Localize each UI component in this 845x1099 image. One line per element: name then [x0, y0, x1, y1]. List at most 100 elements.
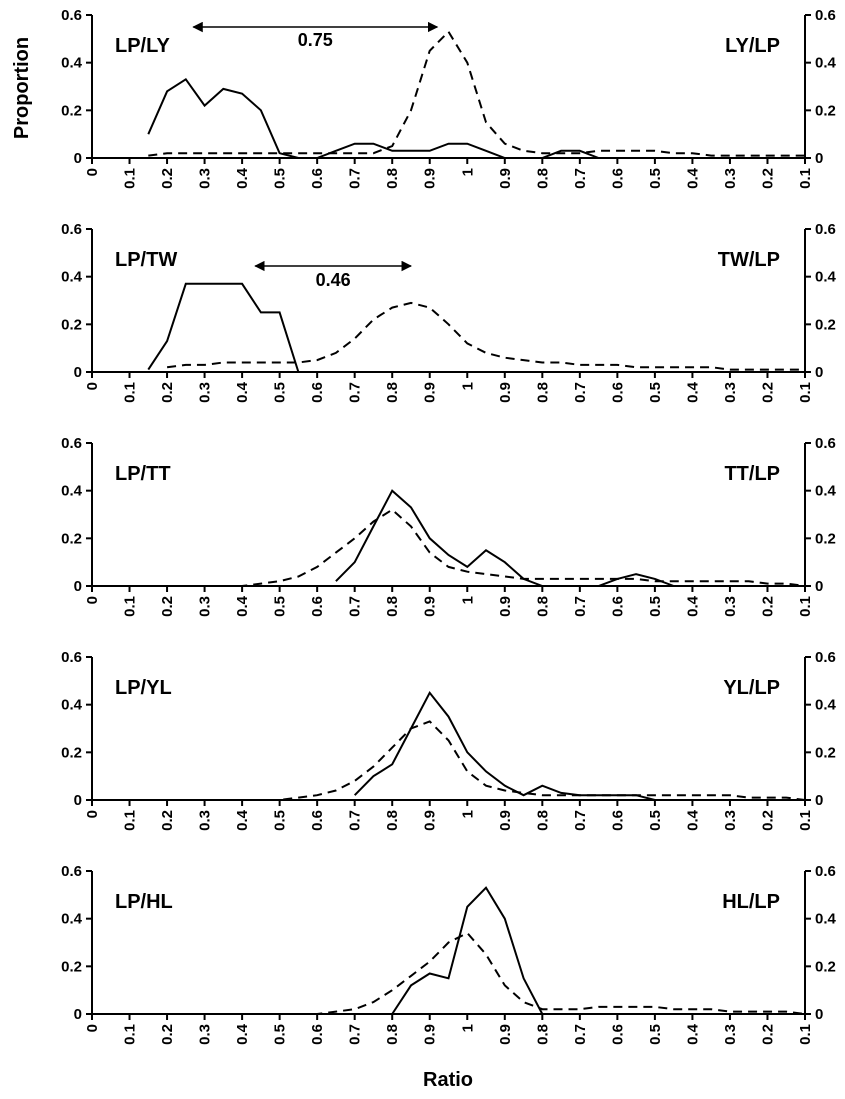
y2-tick-label: 0.4 [815, 55, 837, 72]
y2-tick-label: 0.4 [815, 697, 837, 714]
y-tick-label: 0.6 [61, 7, 82, 24]
x-tick-label: 0.1 [122, 1024, 139, 1045]
x-tick-label: 0.6 [309, 810, 326, 831]
y-axis-title: Proportion [11, 37, 33, 139]
y-tick-label: 0 [74, 792, 82, 809]
x-tick-label: 0.1 [797, 168, 814, 189]
x-tick-label: 0.4 [684, 1023, 701, 1045]
x-tick-label: 0.9 [497, 1024, 514, 1045]
y2-tick-label: 0.4 [815, 269, 837, 286]
y2-tick-label: 0.2 [815, 744, 836, 761]
x-tick-label: 0.6 [609, 810, 626, 831]
x-tick-label: 0.2 [159, 1024, 176, 1045]
y2-tick-label: 0 [815, 364, 823, 381]
y-tick-label: 0.6 [61, 221, 82, 238]
y-tick-label: 0.4 [61, 269, 83, 286]
y2-tick-label: 0 [815, 792, 823, 809]
y-tick-label: 0 [74, 150, 82, 167]
y2-tick-label: 0 [815, 150, 823, 167]
panel-label-left: LP/TT [115, 463, 171, 485]
data-line [166, 301, 805, 371]
x-tick-label: 0.8 [534, 1024, 551, 1045]
x-tick-label: 0.1 [797, 810, 814, 831]
x-tick-label: 0.1 [122, 168, 139, 189]
y2-tick-label: 0 [815, 1006, 823, 1023]
y2-tick-label: 0.4 [815, 911, 837, 928]
y-tick-label: 0.6 [61, 435, 82, 452]
y2-tick-label: 0.4 [815, 483, 837, 500]
x-tick-label: 0.3 [722, 596, 739, 617]
x-tick-label: 0.6 [609, 596, 626, 617]
x-tick-label: 0.8 [384, 810, 401, 831]
x-tick-label: 0.1 [797, 1024, 814, 1045]
x-tick-label: 0.7 [572, 168, 589, 189]
x-tick-label: 0.7 [347, 596, 364, 617]
x-tick-label: 0.6 [309, 382, 326, 403]
x-tick-label: 0.2 [159, 596, 176, 617]
y-tick-label: 0.4 [61, 55, 83, 72]
x-tick-label: 0.8 [384, 1024, 401, 1045]
panel-label-right: LY/LP [725, 35, 780, 57]
y-tick-label: 0.4 [61, 697, 83, 714]
x-tick-label: 0.4 [684, 809, 701, 831]
x-tick-label: 0.1 [122, 382, 139, 403]
x-tick-label: 0.9 [497, 382, 514, 403]
x-tick-label: 0.2 [759, 382, 776, 403]
x-tick-label: 0.4 [234, 595, 251, 617]
x-tick-label: 0.8 [384, 382, 401, 403]
panel-label-right: TW/LP [718, 249, 780, 271]
data-line [148, 30, 805, 157]
x-tick-label: 0.4 [684, 167, 701, 189]
data-line [353, 690, 656, 801]
x-tick-label: 0.4 [684, 381, 701, 403]
x-tick-label: 1 [459, 1024, 476, 1032]
x-tick-label: 0.3 [197, 168, 214, 189]
x-tick-label: 0.5 [272, 382, 289, 403]
data-line [148, 508, 806, 587]
annotation: 0.46 [316, 270, 351, 290]
x-tick-label: 0.4 [684, 595, 701, 617]
x-tick-label: 0.8 [534, 810, 551, 831]
x-tick-label: 0.3 [722, 168, 739, 189]
x-tick-label: 0.6 [609, 1024, 626, 1045]
x-tick-label: 0.7 [572, 810, 589, 831]
x-tick-label: 0.1 [122, 810, 139, 831]
x-tick-label: 0.2 [759, 1024, 776, 1045]
x-tick-label: 1 [459, 810, 476, 818]
y2-tick-label: 0 [815, 578, 823, 595]
y-tick-label: 0.4 [61, 483, 83, 500]
x-axis-title: Ratio [423, 1069, 473, 1091]
y2-tick-label: 0.6 [815, 863, 836, 880]
x-tick-label: 0.6 [309, 168, 326, 189]
y2-tick-label: 0.2 [815, 958, 836, 975]
data-line [147, 77, 599, 159]
x-tick-label: 0 [84, 1024, 101, 1032]
x-tick-label: 0.7 [347, 382, 364, 403]
x-tick-label: 0 [84, 382, 101, 390]
y-tick-label: 0.4 [61, 911, 83, 928]
y-tick-label: 0.2 [61, 102, 82, 119]
x-tick-label: 0.6 [309, 1024, 326, 1045]
x-tick-label: 1 [459, 382, 476, 390]
y-tick-label: 0.2 [61, 958, 82, 975]
y2-tick-label: 0.6 [815, 435, 836, 452]
x-tick-label: 0.5 [272, 1024, 289, 1045]
x-tick-label: 0.9 [497, 168, 514, 189]
x-tick-label: 0.5 [647, 596, 664, 617]
y-tick-label: 0 [74, 578, 82, 595]
x-tick-label: 0.5 [647, 168, 664, 189]
x-tick-label: 0.1 [797, 382, 814, 403]
panel-label-right: HL/LP [722, 891, 780, 913]
x-tick-label: 0.7 [572, 596, 589, 617]
x-tick-label: 0.7 [347, 1024, 364, 1045]
y-tick-label: 0.6 [61, 863, 82, 880]
x-tick-label: 0.3 [197, 810, 214, 831]
y-tick-label: 0.2 [61, 316, 82, 333]
x-tick-label: 0.4 [234, 381, 251, 403]
y-tick-label: 0.6 [61, 649, 82, 666]
x-tick-label: 0.5 [272, 596, 289, 617]
x-tick-label: 0.6 [609, 382, 626, 403]
x-tick-label: 0.7 [347, 810, 364, 831]
x-tick-label: 0 [84, 596, 101, 604]
x-tick-label: 0.8 [384, 596, 401, 617]
